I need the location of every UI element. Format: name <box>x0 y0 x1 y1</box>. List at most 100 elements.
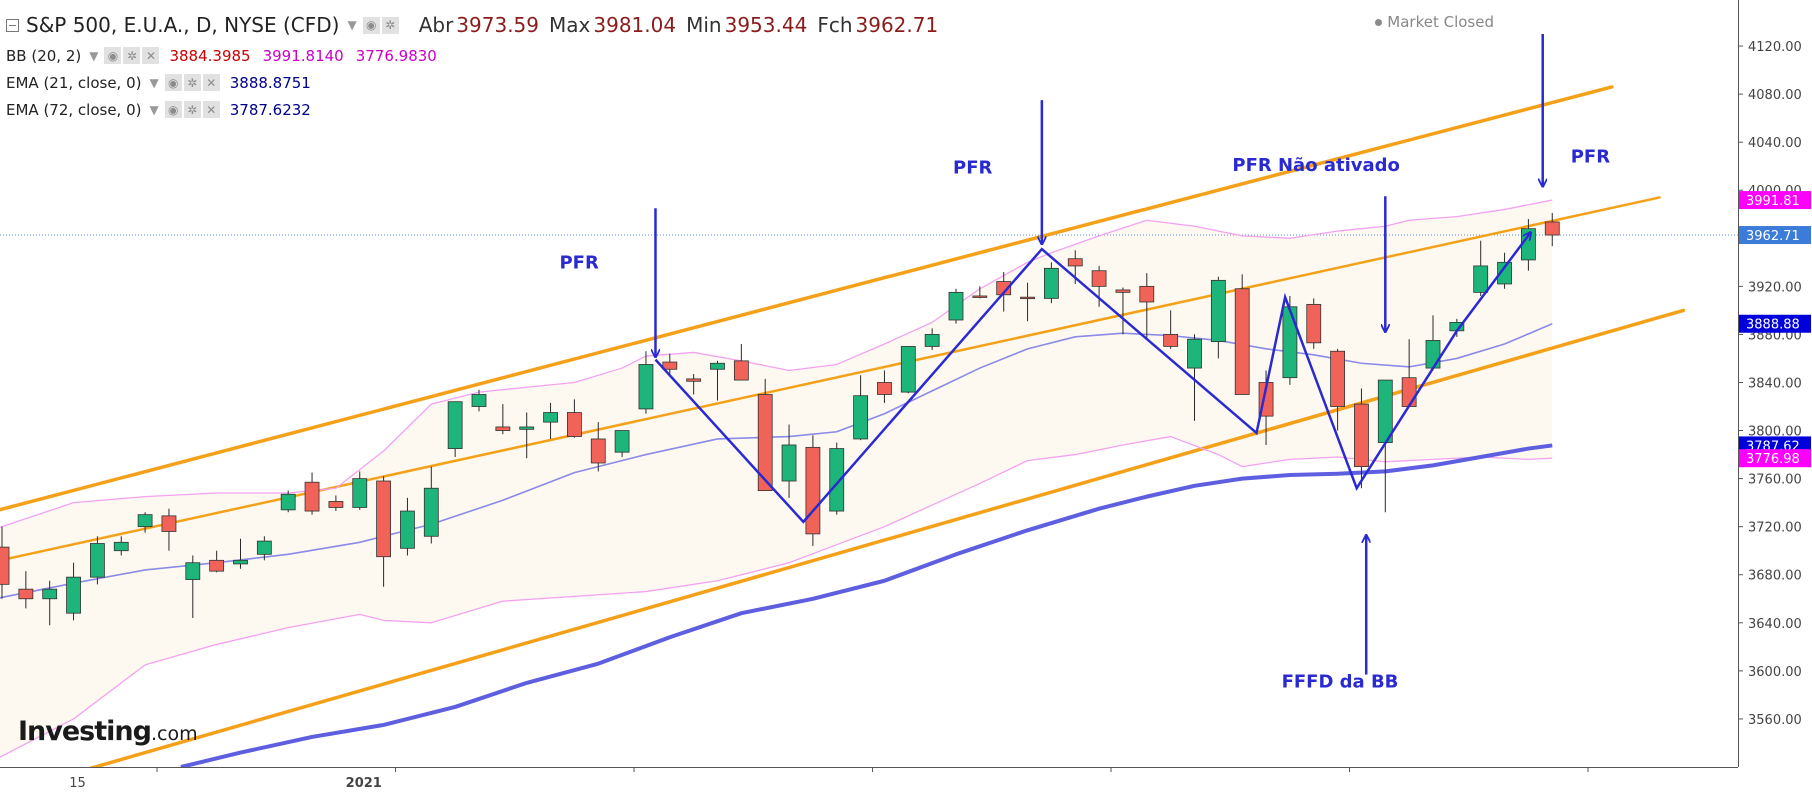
candle-body-up <box>853 395 868 440</box>
eye-icon[interactable]: ◉ <box>104 47 122 64</box>
chevron-down-icon[interactable]: ▼ <box>347 18 357 32</box>
candle <box>614 430 630 457</box>
chevron-down-icon[interactable]: ▼ <box>149 75 159 90</box>
candle <box>1473 240 1489 296</box>
gear-icon[interactable]: ✲ <box>183 74 201 91</box>
market-status-label: Market Closed <box>1387 13 1494 31</box>
price-tag-label: 3991.81 <box>1746 194 1800 209</box>
status-dot-icon <box>1375 19 1383 26</box>
candle-body-down <box>1067 258 1083 267</box>
candle <box>376 476 392 587</box>
candle <box>447 401 463 457</box>
candle-body-down <box>161 515 177 532</box>
candle <box>1354 388 1369 489</box>
x-tick-label: 15 <box>69 776 86 791</box>
candle <box>1234 274 1250 395</box>
close-icon[interactable]: ✕ <box>142 47 160 64</box>
chevron-down-icon[interactable]: ▼ <box>149 102 159 117</box>
candle-body-up <box>638 364 654 410</box>
candle <box>1187 334 1202 421</box>
candle-body-down <box>567 412 582 437</box>
candle-body-up <box>948 291 964 321</box>
candle <box>900 346 916 394</box>
candle-body-up <box>924 334 940 347</box>
candle-body-down <box>1330 350 1345 407</box>
candle-body-up <box>519 426 535 430</box>
candle <box>781 424 797 498</box>
candle-body-up <box>543 412 558 423</box>
indicator-value: 3991.8140 <box>262 46 344 65</box>
candle-body-up <box>1497 261 1512 285</box>
price-tag-bg <box>1739 314 1811 333</box>
candle-body-down <box>996 281 1012 296</box>
candle-body-down <box>328 501 344 508</box>
indicator-icons: ◉ ✲ ✕ <box>164 74 220 91</box>
candle <box>686 374 702 395</box>
y-tick-label: 3800.00 <box>1748 425 1802 440</box>
eye-icon[interactable]: ◉ <box>164 101 182 118</box>
candle-body-up <box>1282 306 1298 379</box>
candle <box>90 536 105 585</box>
candle-body-up <box>42 588 58 600</box>
candle-body-down <box>304 481 320 512</box>
candle <box>1306 298 1322 349</box>
candle <box>948 288 964 324</box>
candle-body-up <box>710 362 725 370</box>
candle <box>161 508 177 551</box>
price-tag: 3888.88 <box>1739 314 1811 333</box>
candle-body-up <box>471 394 487 407</box>
candle-body-up <box>1425 340 1441 369</box>
candle-body-down <box>18 588 34 600</box>
candle-body-up <box>900 346 916 393</box>
eye-icon[interactable]: ◉ <box>362 16 380 34</box>
annotation-label: PFR Não ativado <box>1232 155 1400 176</box>
close-icon[interactable]: ✕ <box>202 101 220 118</box>
candle <box>256 536 272 561</box>
gear-icon[interactable]: ✲ <box>183 101 201 118</box>
candle <box>352 471 368 510</box>
x-tick-label: 2021 <box>346 776 382 791</box>
candle-body-down <box>590 438 606 464</box>
candle-body-down <box>1354 403 1369 467</box>
indicator-value: 3884.3985 <box>169 46 251 65</box>
ohlc-key: Fch <box>817 13 853 37</box>
candle <box>662 353 678 377</box>
ohlc-key: Abr <box>418 13 454 37</box>
candle <box>1115 287 1131 335</box>
eye-icon[interactable]: ◉ <box>164 74 182 91</box>
candle-body-down <box>805 446 821 535</box>
investing-logo: Investing.com <box>18 716 198 747</box>
candle-body-up <box>90 543 105 578</box>
chart-legend: S&P 500, E.U.A., D, NYSE (CFD) ▼ ◉ ✲ Abr… <box>6 8 938 123</box>
candle-body-down <box>376 480 392 558</box>
candle-body-up <box>185 562 201 580</box>
annotation-label: PFR <box>559 252 598 273</box>
candle-body-up <box>614 430 630 453</box>
collapse-legend-icon[interactable] <box>6 18 19 32</box>
candle-body-up <box>1210 279 1226 343</box>
indicator-value: 3776.9830 <box>355 46 437 65</box>
gear-icon[interactable]: ✲ <box>381 16 399 34</box>
candle <box>710 360 725 401</box>
chevron-down-icon[interactable]: ▼ <box>89 48 99 63</box>
candle-body-down <box>495 426 511 431</box>
candle-body-down <box>1234 288 1250 395</box>
candle-body-up <box>829 448 845 512</box>
candle <box>0 526 10 599</box>
candle-body-up <box>400 510 415 549</box>
close-icon[interactable]: ✕ <box>202 74 220 91</box>
candle <box>924 328 940 351</box>
candle <box>519 412 535 459</box>
price-tag: 3776.98 <box>1739 449 1811 468</box>
price-tag-bg <box>1739 226 1811 245</box>
candle-body-up <box>352 478 368 508</box>
candle-body-down <box>1115 289 1131 293</box>
y-tick-label: 3720.00 <box>1748 521 1802 536</box>
candle <box>1139 273 1155 340</box>
candle <box>185 555 201 618</box>
gear-icon[interactable]: ✲ <box>123 47 141 64</box>
ohlc-value: 3962.71 <box>855 13 939 37</box>
candle <box>400 497 415 556</box>
